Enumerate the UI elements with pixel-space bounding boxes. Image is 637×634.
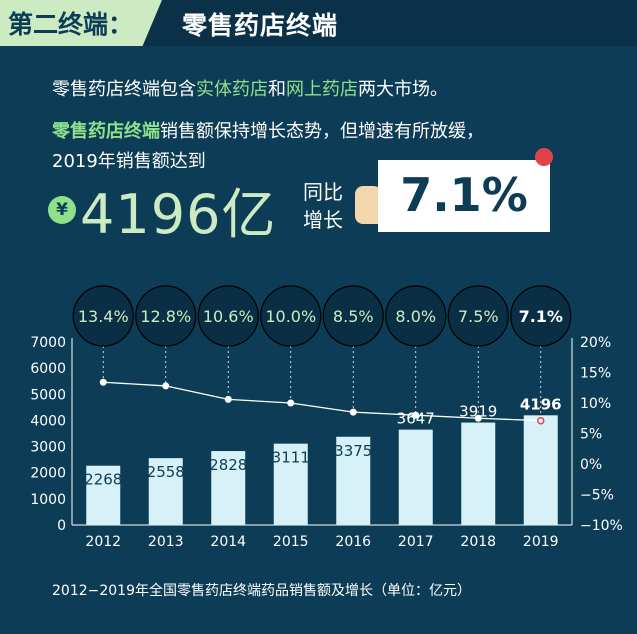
y2-tick-label: 5% (580, 427, 602, 443)
bar-value-label: 2268 (84, 471, 122, 489)
growth-bubble-label: 8.5% (333, 307, 374, 326)
growth-bubble (447, 285, 509, 347)
intro-text: 零售药店终端包含实体药店和网上药店两大市场。 (52, 75, 448, 101)
y2-tick-label: 20% (580, 335, 611, 351)
y-tick-label: 5000 (30, 387, 66, 403)
y-tick-label: 7000 (30, 335, 66, 351)
x-tick-label: 2012 (85, 534, 121, 550)
summary-highlight: 零售药店终端 (52, 121, 160, 142)
bar (211, 451, 246, 525)
growth-point (349, 408, 357, 416)
growth-bubble (385, 285, 447, 347)
award-ribbon-icon (535, 148, 553, 166)
chart-caption: 2012−2019年全国零售药店终端药品销售额及增长（单位：亿元） (52, 583, 471, 599)
summary-line: 零售药店终端销售额保持增长态势，但增速有所放缓， (52, 117, 484, 143)
section-tag: 第二终端： (0, 0, 162, 46)
section-tag-label: 第二终端： (8, 10, 134, 39)
x-tick-label: 2017 (398, 534, 434, 550)
y-tick-label: 2000 (30, 466, 66, 482)
growth-bubble-label: 7.1% (519, 307, 563, 326)
growth-point (537, 416, 545, 425)
summary-rest: 销售额保持增长态势，但增速有所放缓， (160, 121, 484, 142)
y-tick-label: 0 (57, 518, 66, 534)
intro-mid: 和 (268, 79, 286, 100)
intro-highlight-online: 网上药店 (286, 79, 358, 100)
growth-bubble (260, 285, 322, 347)
bar (148, 458, 183, 525)
y2-tick-label: 15% (580, 366, 611, 382)
bar-value-label: 4196 (520, 395, 562, 413)
bar (523, 415, 558, 525)
intro-prefix: 零售药店终端包含 (52, 79, 196, 100)
growth-bubble (72, 285, 134, 347)
growth-point (412, 411, 420, 419)
growth-card-value: 7.1% (400, 168, 528, 222)
bar (336, 436, 371, 525)
x-tick-label: 2015 (273, 534, 309, 550)
y2-tick-label: −10% (580, 518, 623, 534)
growth-bubble (510, 285, 572, 347)
yoy-label-1: 同比 (303, 180, 343, 204)
growth-point (99, 378, 107, 386)
growth-bubble-label: 12.8% (140, 307, 191, 326)
summary-line-2: 2019年销售额达到 (52, 151, 206, 172)
growth-card: 7.1% (378, 160, 550, 232)
yen-icon: ¥ (48, 196, 76, 224)
growth-bubble (135, 285, 197, 347)
x-tick-label: 2014 (210, 534, 246, 550)
bar (461, 422, 496, 525)
y-tick-label: 1000 (30, 492, 66, 508)
growth-point (474, 414, 482, 422)
section-title: 零售药店终端 (182, 11, 339, 40)
y-tick-label: 4000 (30, 413, 66, 429)
x-tick-label: 2013 (148, 534, 184, 550)
sales-big-value: 4196亿 (80, 183, 277, 246)
y2-tick-label: 10% (580, 396, 611, 412)
growth-bubble (197, 285, 259, 347)
x-tick-label: 2016 (335, 534, 371, 550)
bar-value-label: 2558 (147, 463, 185, 481)
bar (398, 429, 433, 525)
intro-highlight-physical: 实体药店 (196, 79, 268, 100)
growth-bubble-label: 8.0% (395, 307, 436, 326)
growth-bubble-label: 10.0% (265, 307, 316, 326)
y2-tick-label: 0% (580, 457, 602, 473)
growth-bubble (322, 285, 384, 347)
bar-value-label: 2828 (209, 456, 247, 474)
yoy-label-2: 增长 (303, 208, 343, 232)
y-tick-label: 3000 (30, 440, 66, 456)
growth-line (103, 381, 541, 422)
growth-bubble-label: 7.5% (458, 307, 499, 326)
growth-bubble-label: 10.6% (203, 307, 254, 326)
intro-suffix: 两大市场。 (358, 79, 448, 100)
bar-value-label: 3375 (334, 442, 372, 460)
y2-tick-label: −5% (580, 488, 614, 504)
growth-point (287, 399, 295, 407)
y-tick-label: 6000 (30, 361, 66, 377)
x-tick-label: 2019 (523, 534, 559, 550)
yoy-label: 同比 增长 (303, 178, 355, 234)
bar-value-label: 3111 (272, 449, 310, 467)
growth-point (224, 395, 232, 403)
bar (86, 465, 121, 525)
bar (273, 443, 308, 525)
growth-point (162, 382, 170, 390)
growth-bubble-label: 13.4% (78, 307, 129, 326)
x-tick-label: 2018 (460, 534, 496, 550)
